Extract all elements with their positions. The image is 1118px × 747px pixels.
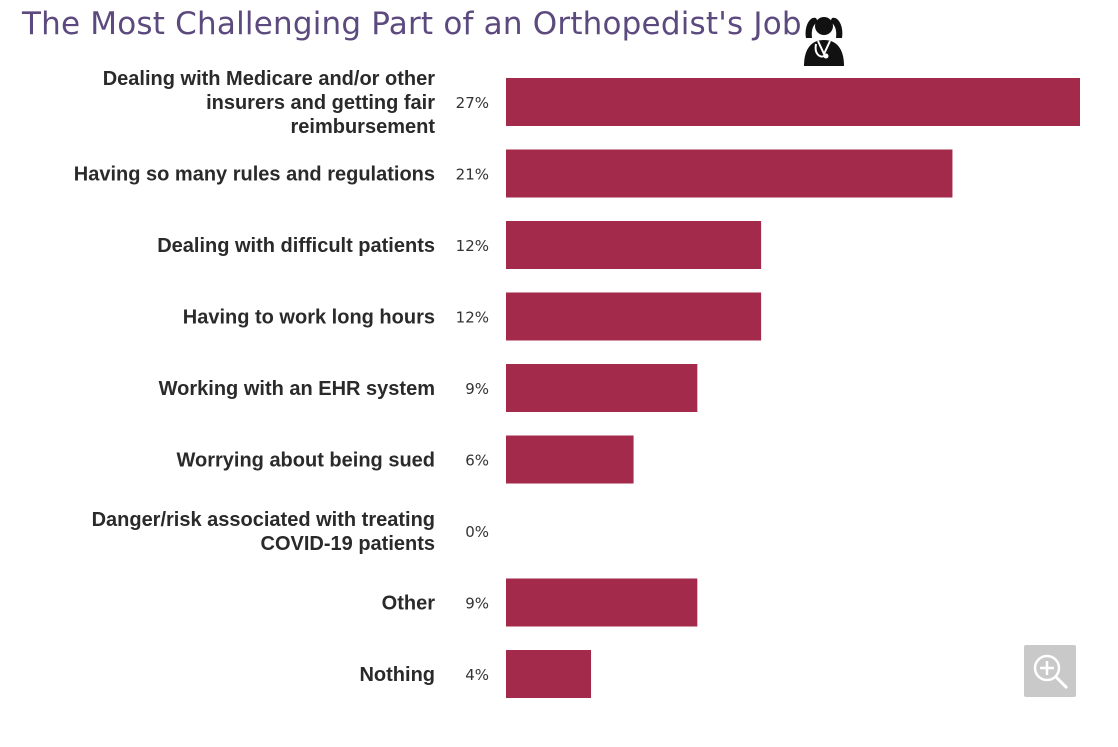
chart-title: The Most Challenging Part of an Orthoped… [22, 6, 802, 42]
bar [506, 78, 1080, 126]
value-label: 21% [456, 166, 489, 184]
bar [506, 435, 634, 484]
value-label: 27% [456, 94, 489, 112]
category-label: Dealing with difficult patients [157, 235, 435, 257]
bar [506, 364, 698, 412]
zoom-in-icon [1033, 654, 1069, 690]
category-label: Danger/risk associated with treating COVI… [92, 509, 435, 555]
bar [506, 578, 698, 627]
category-label: Worrying about being sued [176, 450, 435, 472]
value-label: 9% [465, 595, 489, 613]
category-label: Having to work long hours [183, 307, 435, 329]
value-label: 6% [465, 452, 489, 470]
value-label: 4% [465, 666, 489, 684]
bar [506, 221, 762, 269]
category-label: Nothing [359, 664, 435, 686]
bar [506, 650, 592, 698]
category-label: Having so many rules and regulations [74, 164, 435, 186]
bar [506, 149, 953, 198]
value-label: 12% [456, 237, 489, 255]
doctor-stress-icon [804, 17, 844, 66]
value-label: 9% [465, 380, 489, 398]
zoom-button[interactable] [1024, 645, 1076, 697]
value-label: 12% [456, 309, 489, 327]
category-label: Working with an EHR system [159, 378, 435, 400]
bar [506, 292, 762, 341]
category-label: Dealing with Medicare and/or other insure… [103, 68, 436, 138]
category-label: Other [382, 593, 436, 615]
value-label: 0% [465, 523, 489, 541]
